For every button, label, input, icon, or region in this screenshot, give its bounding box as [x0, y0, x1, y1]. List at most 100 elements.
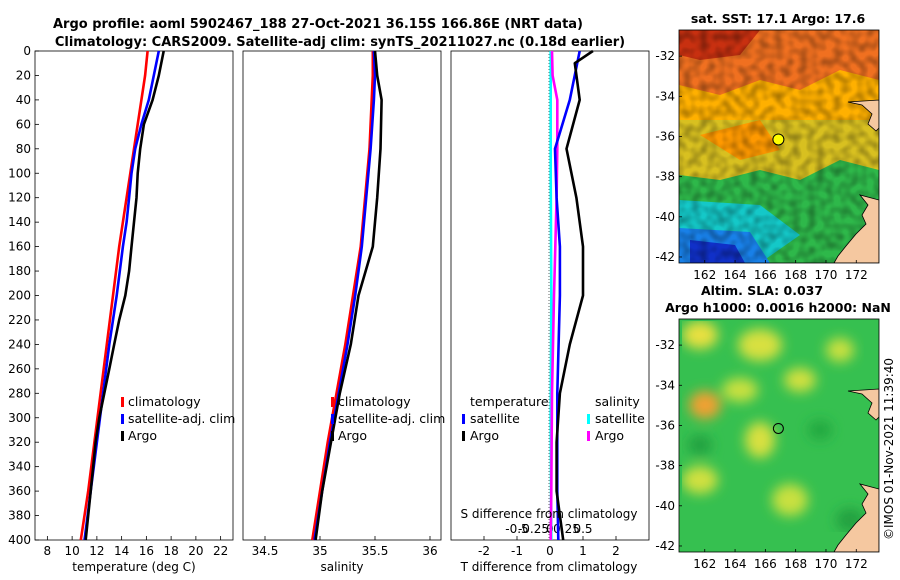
main-title-line1: Argo profile: aoml 5902467_188 27-Oct-20… — [53, 17, 583, 32]
depth-tick-label: 280 — [8, 386, 31, 400]
depth-tick-label: 260 — [8, 362, 31, 376]
depth-tick-label: 180 — [8, 264, 31, 278]
x-tick-label: -2 — [478, 544, 490, 558]
series-climatology — [79, 50, 149, 541]
salinity-axes-box — [242, 50, 442, 541]
depth-tick-label: 240 — [8, 337, 31, 351]
difference-legend-temperature: temperature satellite Argo — [462, 394, 549, 443]
sla-map-title: Altim. SLA: 0.037 — [701, 283, 823, 298]
legend-swatch-argo — [121, 431, 124, 441]
depth-tick-label: 380 — [8, 509, 31, 523]
s-diff-xlabel: S difference from climatology — [461, 507, 638, 521]
argo-location-marker — [772, 422, 784, 434]
t-diff-xlabel: T difference from climatology — [460, 560, 638, 574]
sla-map-subtitle: Argo h1000: 0.0016 h2000: NaN — [665, 300, 891, 315]
argo-location-marker — [772, 133, 785, 146]
depth-tick-label: 40 — [16, 93, 31, 107]
depth-tick-label: 20 — [16, 68, 31, 82]
temperature-x-ticks: 8 10 12 14 16 18 20 22 — [44, 536, 228, 558]
legend-swatch-s-satellite — [587, 414, 590, 424]
lat-tick-label: -36 — [655, 129, 675, 143]
x-tick-label: 0 — [546, 544, 554, 558]
x-tick-label: 2 — [612, 544, 620, 558]
depth-tick-label: 200 — [8, 289, 31, 303]
legend-label-argo: Argo — [338, 428, 367, 443]
depth-tick-label: 320 — [8, 435, 31, 449]
legend-swatch-satellite-adj — [331, 414, 334, 424]
lat-tick-label: -40 — [655, 499, 675, 513]
legend-label-satellite-adj: satellite-adj. clim — [128, 411, 235, 426]
lon-tick-label: 166 — [754, 268, 777, 282]
x-tick-label: 18 — [163, 544, 178, 558]
salinity-x-ticks: 34.5 35 35.5 36 — [252, 536, 438, 558]
sst-field — [679, 30, 879, 263]
lon-tick-label: 164 — [724, 557, 747, 571]
depth-tick-label: 100 — [8, 166, 31, 180]
sla-lon-ticks: 162 164 166 168 170 172 — [693, 549, 868, 571]
sla-lat-ticks: -32 -34 -36 -38 -40 -42 — [655, 338, 682, 553]
lon-tick-label: 170 — [815, 557, 838, 571]
temperature-xlabel: temperature (deg C) — [72, 560, 195, 574]
legend-swatch-t-satellite — [462, 414, 465, 424]
x-tick-label: 34.5 — [252, 544, 279, 558]
legend-label-s-argo: Argo — [595, 428, 624, 443]
salinity-legend: climatology satellite-adj. clim Argo — [331, 394, 445, 443]
legend-label-s-satellite: satellite — [595, 411, 645, 426]
sst-lon-ticks: 162 164 166 168 170 172 — [693, 260, 868, 282]
sst-map-title: sat. SST: 17.1 Argo: 17.6 — [691, 11, 866, 26]
series-s-argo — [549, 50, 559, 541]
legend-label-t-argo: Argo — [470, 428, 499, 443]
legend-label-satellite-adj: satellite-adj. clim — [338, 411, 445, 426]
x-tick-label: 12 — [89, 544, 104, 558]
depth-tick-label: 360 — [8, 484, 31, 498]
salinity-xlabel: salinity — [320, 560, 363, 574]
lon-tick-label: 166 — [754, 557, 777, 571]
lon-tick-label: 162 — [693, 557, 716, 571]
x-tick-label: 0.5 — [573, 522, 592, 536]
x-tick-label: 35.5 — [362, 544, 389, 558]
lat-tick-label: -36 — [655, 418, 675, 432]
x-tick-label: -0.5 — [505, 522, 528, 536]
depth-tick-label: 300 — [8, 411, 31, 425]
lat-tick-label: -42 — [655, 250, 675, 264]
temperature-profiles — [79, 50, 165, 541]
imos-timestamp: ©IMOS 01-Nov-2021 11:39:40 — [882, 358, 896, 540]
depth-tick-label: 120 — [8, 191, 31, 205]
x-tick-label: 16 — [139, 544, 154, 558]
series-t-argo — [555, 49, 594, 541]
legend-swatch-climatology — [331, 397, 334, 407]
lat-tick-label: -38 — [655, 459, 675, 473]
x-tick-label: -1 — [511, 544, 523, 558]
depth-tick-label: 60 — [16, 117, 31, 131]
x-tick-label: 36 — [422, 544, 437, 558]
legend-swatch-climatology — [121, 397, 124, 407]
series-climatology — [311, 51, 375, 541]
sla-map: Altim. SLA: 0.037 Argo h1000: 0.0016 h20… — [655, 283, 890, 571]
sla-map-frame — [678, 318, 880, 553]
depth-tick-label: 340 — [8, 460, 31, 474]
x-tick-label: 8 — [44, 544, 52, 558]
lat-tick-label: -34 — [655, 89, 675, 103]
legend-head-temperature: temperature — [470, 394, 549, 409]
sla-field — [679, 319, 879, 552]
legend-swatch-argo — [331, 431, 334, 441]
series-argo — [314, 50, 383, 541]
salinity-panel: 34.5 35 35.5 36 salinity climatology satell… — [242, 50, 445, 574]
lon-tick-label: 162 — [693, 268, 716, 282]
lon-tick-label: 170 — [815, 268, 838, 282]
temperature-panel: 0 20 40 60 80 100 120 140 160 180 200 220 240 260 280 3… — [8, 44, 235, 574]
lat-tick-label: -42 — [655, 539, 675, 553]
temperature-axes-box — [34, 50, 234, 541]
lat-tick-label: -32 — [655, 49, 675, 63]
lon-tick-label: 168 — [784, 557, 807, 571]
lat-tick-label: -32 — [655, 338, 675, 352]
x-tick-label: 10 — [64, 544, 79, 558]
sst-lat-ticks: -32 -34 -36 -38 -40 -42 — [655, 49, 682, 264]
sst-map-frame — [678, 29, 880, 264]
legend-label-climatology: climatology — [338, 394, 411, 409]
depth-tick-label: 80 — [16, 142, 31, 156]
difference-legend-salinity: salinity satellite Argo — [587, 394, 645, 443]
lon-tick-label: 168 — [784, 268, 807, 282]
depth-tick-label: 220 — [8, 313, 31, 327]
